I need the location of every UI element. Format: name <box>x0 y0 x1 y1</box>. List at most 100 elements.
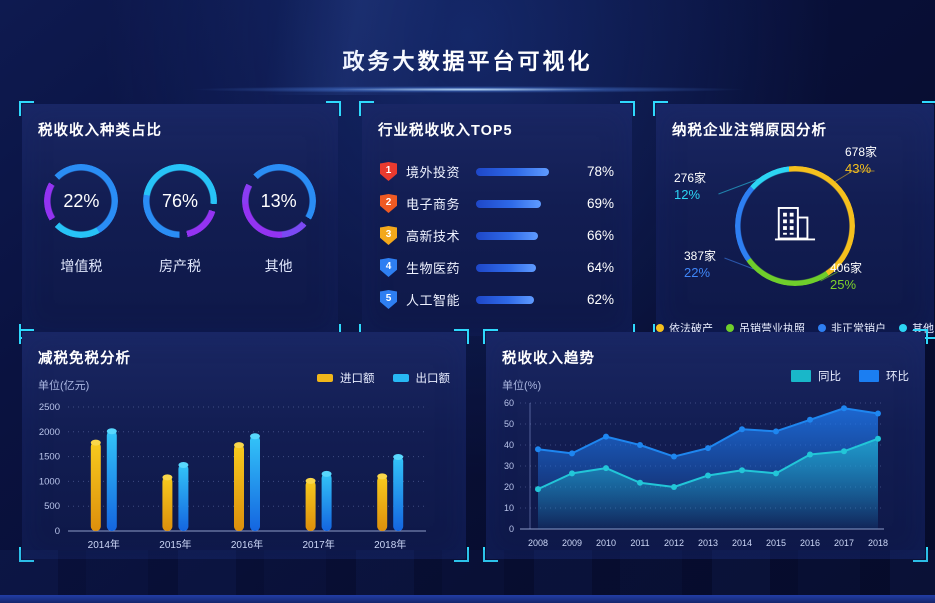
corner-bracket <box>483 547 498 562</box>
corner-bracket <box>620 101 635 116</box>
svg-text:2018: 2018 <box>868 538 888 548</box>
ranking-bar <box>476 199 570 208</box>
corner-bracket <box>454 329 469 344</box>
legend-dot-icon <box>726 324 734 332</box>
corner-bracket <box>922 101 935 116</box>
header-light-streak <box>187 86 748 93</box>
svg-text:2009: 2009 <box>562 538 582 548</box>
donut-chart: 678家 43% 276家 12% 387家 22% 406家 25% <box>656 142 934 318</box>
svg-text:0: 0 <box>55 526 60 537</box>
ranking-bar-fill <box>476 199 541 208</box>
panel-title: 行业税收收入TOP5 <box>378 123 513 139</box>
bottom-bar-decoration <box>0 595 935 603</box>
corner-bracket <box>359 101 374 116</box>
panel-tax-type-share: 税收收入种类占比 22% 增值税 76% 房产税 13% 其他 <box>19 101 341 339</box>
ranking-bar <box>476 167 570 176</box>
legend-item-exports[interactable]: 出口额 <box>392 370 451 386</box>
ranking-percent: 69% <box>586 196 614 211</box>
ranking-list: 1 境外投资 78% 2 电子商务 69% 3 高新技术 66% <box>362 140 632 309</box>
legend-label: 进口额 <box>340 373 375 385</box>
callout-276: 276家 12% <box>674 170 706 204</box>
building-icon <box>774 207 816 241</box>
corner-bracket <box>913 547 928 562</box>
rank-shield-icon: 4 <box>380 258 397 277</box>
light-beam-decoration <box>93 0 655 95</box>
gauge-ring <box>241 164 316 238</box>
callout-percent: 22% <box>684 265 711 281</box>
unit-label: 单位(亿元) <box>38 380 90 392</box>
svg-text:0: 0 <box>509 524 514 534</box>
callout-percent: 25% <box>830 277 857 293</box>
legend-label: 出口额 <box>415 373 451 385</box>
legend-swatch-icon <box>791 370 811 382</box>
svg-text:2015: 2015 <box>766 538 786 548</box>
donut-ring <box>735 166 855 286</box>
svg-text:2012: 2012 <box>664 538 684 548</box>
panel-revenue-trend: 税收收入趋势 同比 环比 单位(%) 0 10 20 30 40 50 60 2008 2009… <box>483 329 928 562</box>
panel-title: 税收收入趋势 <box>502 351 595 367</box>
svg-text:2010: 2010 <box>596 538 616 548</box>
legend-item-mom[interactable]: 环比 <box>859 368 909 384</box>
legend-item-yoy[interactable]: 同比 <box>791 368 841 384</box>
callout-count: 678家 <box>845 145 878 159</box>
gauge-vat: 22% 增值税 <box>44 164 119 276</box>
skyline-decoration <box>0 550 935 595</box>
svg-text:2500: 2500 <box>39 402 60 413</box>
trend-chart-legend: 同比 环比 <box>791 368 909 384</box>
legend-item-imports[interactable]: 进口额 <box>317 370 375 386</box>
legend-dot-icon <box>656 324 664 332</box>
gauge-group: 22% 增值税 76% 房产税 13% 其他 <box>22 164 338 276</box>
ranking-row: 2 电子商务 69% <box>380 194 614 213</box>
legend-label: 环比 <box>886 371 909 383</box>
callout-percent: 12% <box>674 187 701 203</box>
svg-text:500: 500 <box>44 501 60 512</box>
svg-text:2008: 2008 <box>528 538 548 548</box>
svg-text:50: 50 <box>504 419 514 429</box>
ranking-bar-fill <box>476 231 539 240</box>
svg-text:2016年: 2016年 <box>231 538 263 551</box>
panel-title: 减税免税分析 <box>38 351 131 367</box>
legend-swatch-icon <box>859 370 879 382</box>
rank-shield-icon: 3 <box>380 226 397 245</box>
ranking-label: 高新技术 <box>406 229 461 244</box>
ranking-bar <box>476 231 570 240</box>
svg-text:2017年: 2017年 <box>302 538 334 551</box>
ranking-bar-fill <box>476 295 535 304</box>
ranking-bar <box>476 263 570 272</box>
ranking-bar <box>476 295 570 304</box>
svg-text:30: 30 <box>504 461 514 471</box>
svg-text:2011: 2011 <box>630 538 649 548</box>
gauge-other: 13% 其他 <box>241 164 316 276</box>
ranking-bar-fill <box>476 167 550 176</box>
legend-dot-icon <box>899 324 907 332</box>
corner-bracket <box>913 329 928 344</box>
legend-swatch-icon <box>392 374 409 382</box>
gauge-property-tax: 76% 房产税 <box>142 164 217 276</box>
panel-title: 税收收入种类占比 <box>38 123 162 139</box>
corner-bracket <box>19 329 34 344</box>
svg-text:2017: 2017 <box>834 538 854 548</box>
ranking-label: 人工智能 <box>406 293 461 308</box>
gauge-value: 22% <box>63 190 100 211</box>
gauge-label: 其他 <box>264 258 293 274</box>
unit-label: 单位(%) <box>502 380 542 392</box>
rank-shield-icon: 1 <box>380 162 397 181</box>
ranking-percent: 78% <box>586 164 614 179</box>
gauge-ring <box>142 164 217 238</box>
ranking-label: 境外投资 <box>406 165 461 180</box>
svg-text:10: 10 <box>504 503 514 513</box>
callout-count: 387家 <box>684 249 717 263</box>
ranking-row: 5 人工智能 62% <box>380 290 614 309</box>
rank-shield-icon: 5 <box>380 290 397 309</box>
ranking-row: 1 境外投资 78% <box>380 162 614 181</box>
svg-text:20: 20 <box>504 482 514 492</box>
svg-text:1000: 1000 <box>39 476 60 487</box>
gauge-label: 增值税 <box>60 258 103 274</box>
svg-text:1500: 1500 <box>39 452 60 463</box>
callout-387: 387家 22% <box>684 248 716 282</box>
corner-bracket <box>922 324 935 339</box>
svg-text:2014: 2014 <box>732 538 752 548</box>
svg-text:2018年: 2018年 <box>374 538 406 551</box>
page-title: 政务大数据平台可视化 <box>0 0 935 76</box>
